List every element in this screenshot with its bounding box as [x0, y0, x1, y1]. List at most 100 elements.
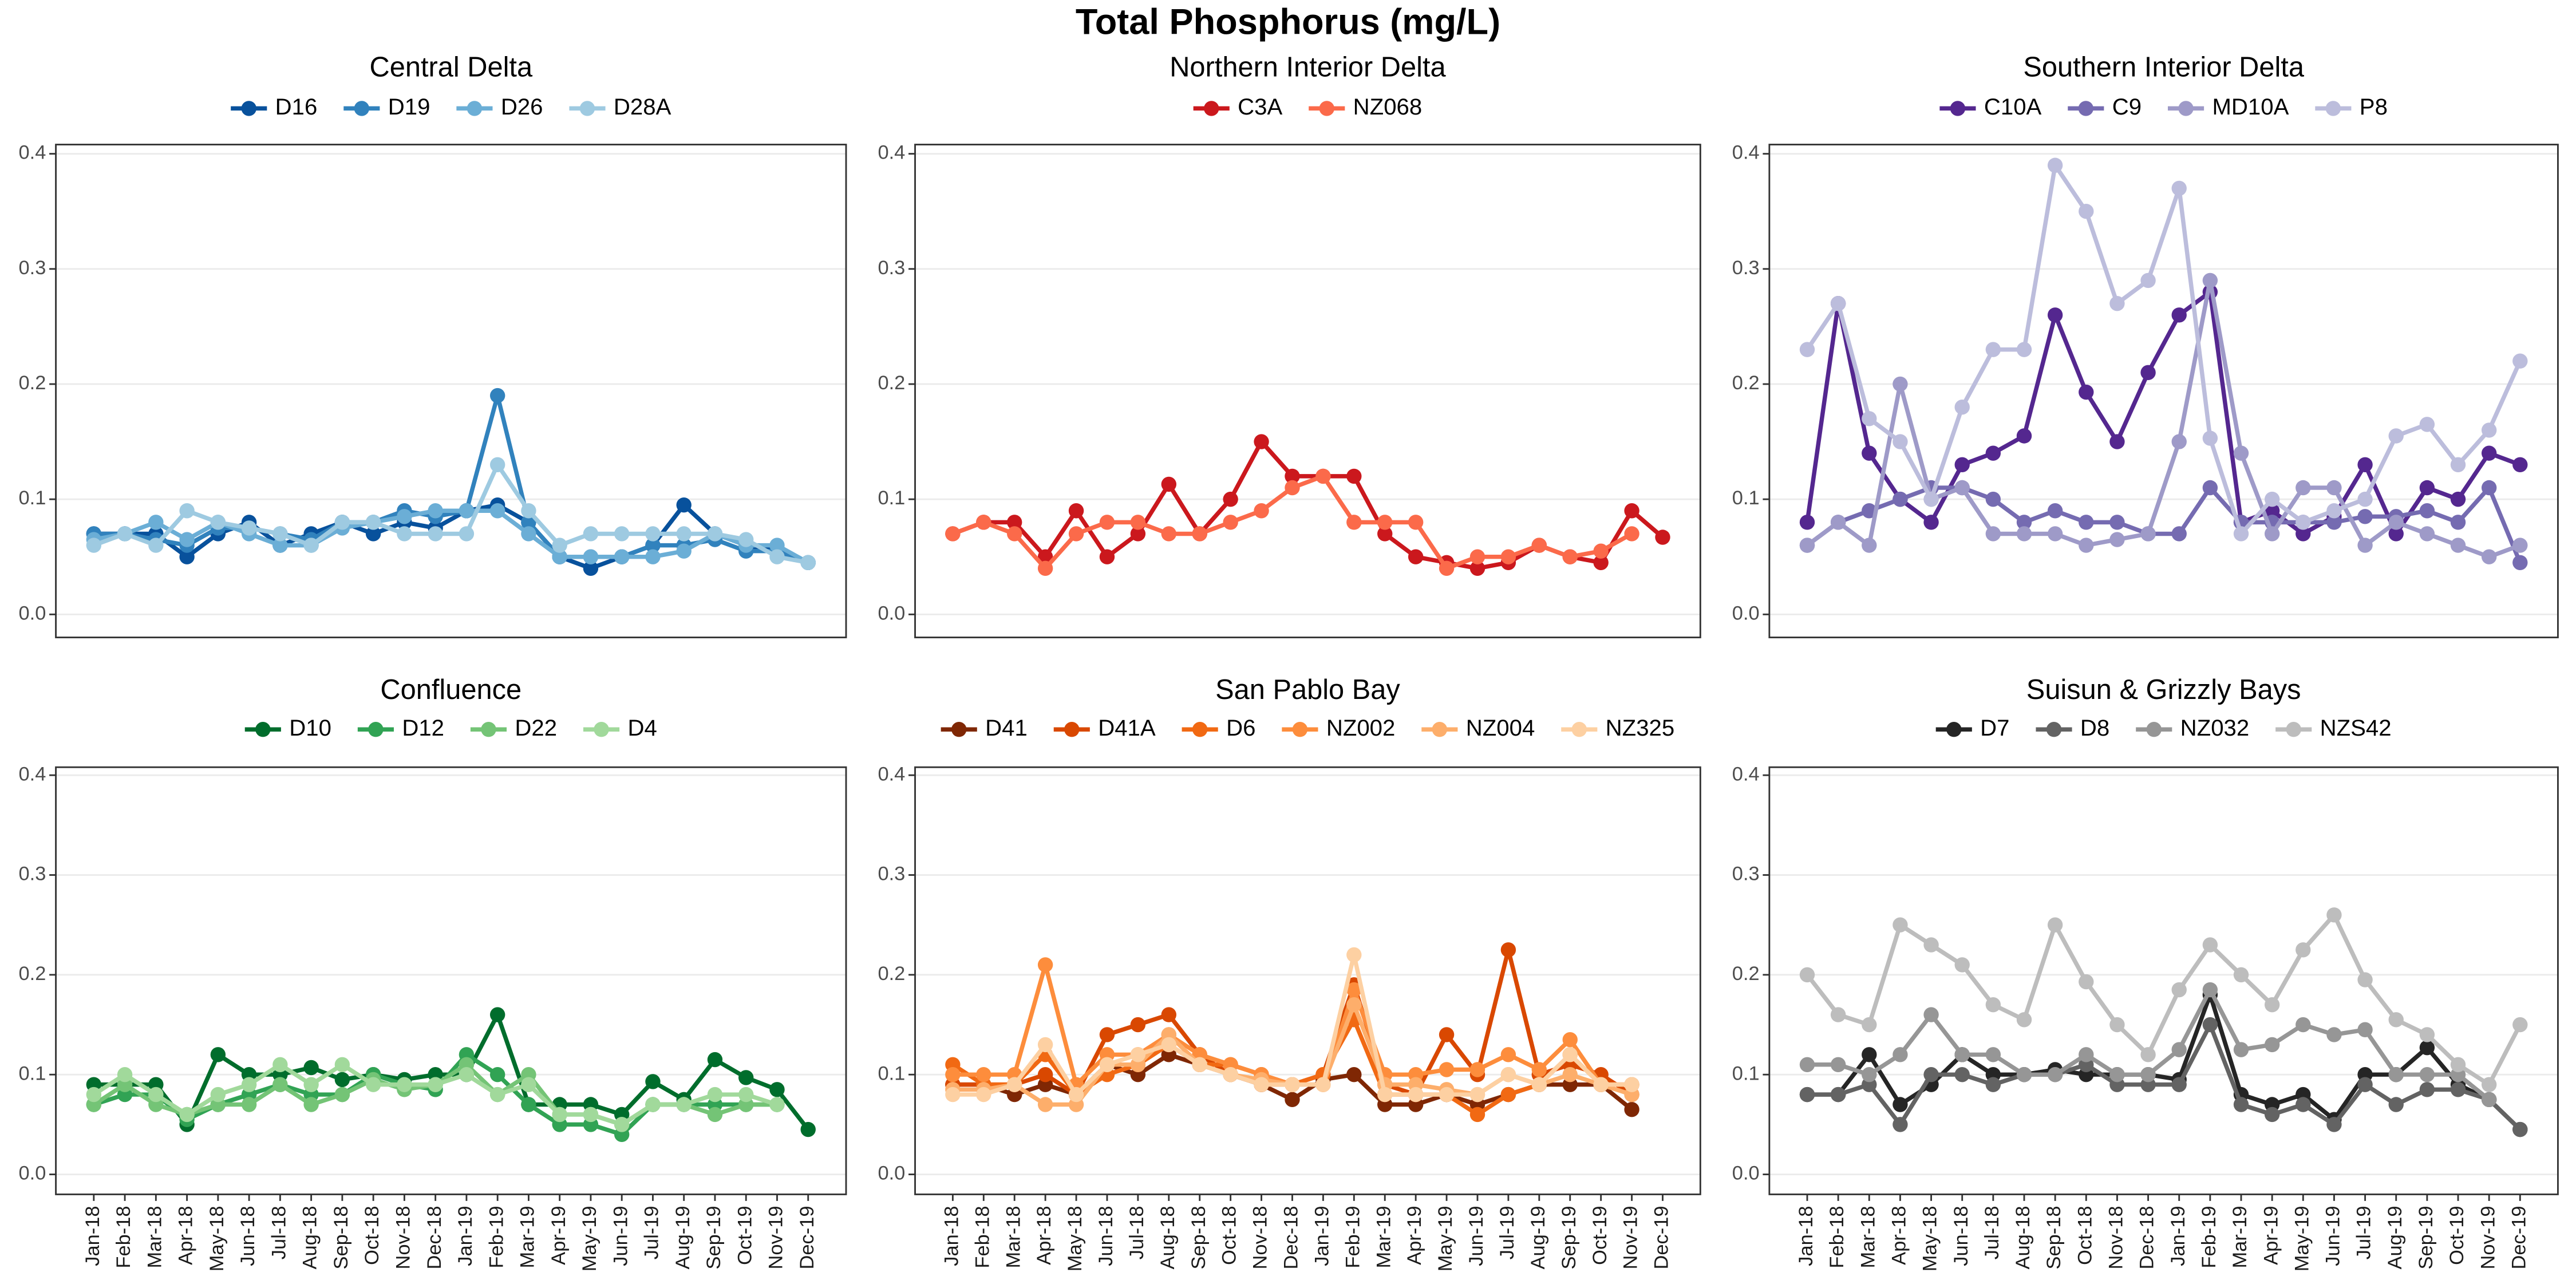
- data-point: [1007, 515, 1022, 530]
- y-tick-label: 0.0: [878, 602, 905, 624]
- data-point: [2326, 907, 2342, 923]
- panel-background: [915, 144, 1701, 638]
- data-point: [2450, 457, 2466, 472]
- data-point: [1954, 399, 1970, 415]
- data-point: [1161, 1007, 1177, 1022]
- data-point: [2512, 457, 2528, 472]
- data-point: [2202, 982, 2218, 998]
- x-tick-label: Nov-19: [765, 1206, 787, 1270]
- data-point: [2357, 491, 2373, 507]
- legend-label: NZ325: [1606, 715, 1675, 741]
- x-tick-label: May-18: [206, 1206, 228, 1272]
- data-point: [1893, 917, 1908, 933]
- data-point: [976, 515, 991, 530]
- data-point: [1161, 476, 1177, 492]
- x-tick-label: Jul-19: [2353, 1206, 2375, 1260]
- data-point: [614, 526, 630, 542]
- data-point: [334, 515, 350, 530]
- data-point: [1985, 526, 2001, 542]
- data-point: [645, 526, 661, 542]
- data-point: [2450, 515, 2466, 530]
- legend-label: D41A: [1098, 715, 1156, 741]
- legend-key-dot: [481, 722, 496, 737]
- data-point: [2481, 549, 2497, 564]
- x-tick-label: May-18: [1919, 1206, 1941, 1272]
- data-point: [2047, 526, 2063, 542]
- y-tick-label: 0.4: [878, 763, 905, 785]
- legend-label: D16: [275, 94, 318, 120]
- legend-key-dot: [2046, 722, 2062, 737]
- x-tick-label: Nov-18: [2105, 1206, 2127, 1270]
- x-tick-label: Sep-19: [2415, 1206, 2437, 1270]
- data-point: [1161, 1037, 1177, 1053]
- data-point: [1830, 1086, 1846, 1103]
- data-point: [1192, 526, 1207, 542]
- panel-border: [55, 144, 847, 638]
- y-tick-label: 0.0: [18, 1163, 46, 1184]
- legend-label: C3A: [1238, 94, 1282, 120]
- legend: D10 D12 D22 D4: [244, 715, 657, 741]
- data-point: [1408, 549, 1424, 564]
- data-point: [2233, 1097, 2249, 1112]
- x-tick-label: Feb-18: [971, 1206, 993, 1269]
- y-tick-label: 0.2: [878, 372, 905, 394]
- y-tick-label: 0.1: [1732, 487, 1760, 509]
- legend-key-dot: [951, 722, 967, 737]
- data-point: [1346, 515, 1362, 530]
- data-point: [1655, 530, 1670, 545]
- data-point: [1624, 503, 1639, 519]
- data-point: [272, 1077, 288, 1092]
- data-point: [1068, 526, 1084, 542]
- x-tick-label: Jan-19: [1311, 1206, 1333, 1266]
- data-point: [676, 497, 692, 513]
- data-point: [2512, 538, 2528, 553]
- data-point: [2326, 503, 2342, 519]
- data-point: [2171, 1042, 2187, 1057]
- data-point: [676, 543, 692, 559]
- legend-label: C10A: [1984, 94, 2042, 120]
- data-point: [2450, 1057, 2466, 1072]
- data-point: [1037, 1037, 1053, 1053]
- data-point: [2419, 1027, 2435, 1042]
- x-tick-label: Mar-19: [2229, 1206, 2251, 1269]
- data-point: [1068, 1086, 1084, 1103]
- x-tick-label: Mar-19: [517, 1206, 539, 1269]
- data-point: [1500, 1086, 1516, 1103]
- data-point: [2388, 526, 2404, 542]
- data-point: [645, 1074, 661, 1089]
- data-point: [1799, 515, 1815, 530]
- data-point: [1531, 1062, 1547, 1077]
- x-tick-label: May-19: [2291, 1206, 2313, 1272]
- data-point: [1923, 1067, 1939, 1082]
- data-point: [2296, 1097, 2311, 1112]
- y-tick-label: 0.4: [878, 142, 905, 164]
- data-point: [707, 1052, 723, 1068]
- data-point: [2512, 1017, 2528, 1033]
- data-point: [1593, 1077, 1609, 1092]
- y-tick-label: 0.1: [1732, 1062, 1760, 1084]
- data-point: [2481, 1092, 2497, 1107]
- y-tick-label: 0.4: [18, 142, 46, 164]
- x-tick-label: Dec-19: [2508, 1206, 2530, 1270]
- data-point: [1469, 1086, 1485, 1103]
- data-point: [521, 503, 536, 519]
- data-point: [1954, 957, 1970, 973]
- data-point: [2264, 503, 2280, 519]
- data-point: [2171, 1077, 2187, 1092]
- panel-background: [56, 144, 846, 638]
- data-point: [1985, 997, 2001, 1013]
- legend-label: P8: [2360, 94, 2388, 120]
- data-point: [428, 1077, 443, 1092]
- data-point: [1469, 1062, 1485, 1077]
- data-point: [117, 1067, 133, 1082]
- data-point: [583, 526, 599, 542]
- legend-label: D6: [1226, 715, 1255, 741]
- panel-border: [1768, 144, 2559, 638]
- data-point: [2202, 937, 2218, 953]
- x-tick-label: Aug-19: [1527, 1206, 1549, 1270]
- data-point: [2296, 1017, 2311, 1033]
- data-point: [1285, 480, 1300, 496]
- x-tick-label: Apr-18: [1033, 1206, 1055, 1265]
- data-point: [2047, 157, 2063, 173]
- legend-label: NZ032: [2180, 715, 2250, 741]
